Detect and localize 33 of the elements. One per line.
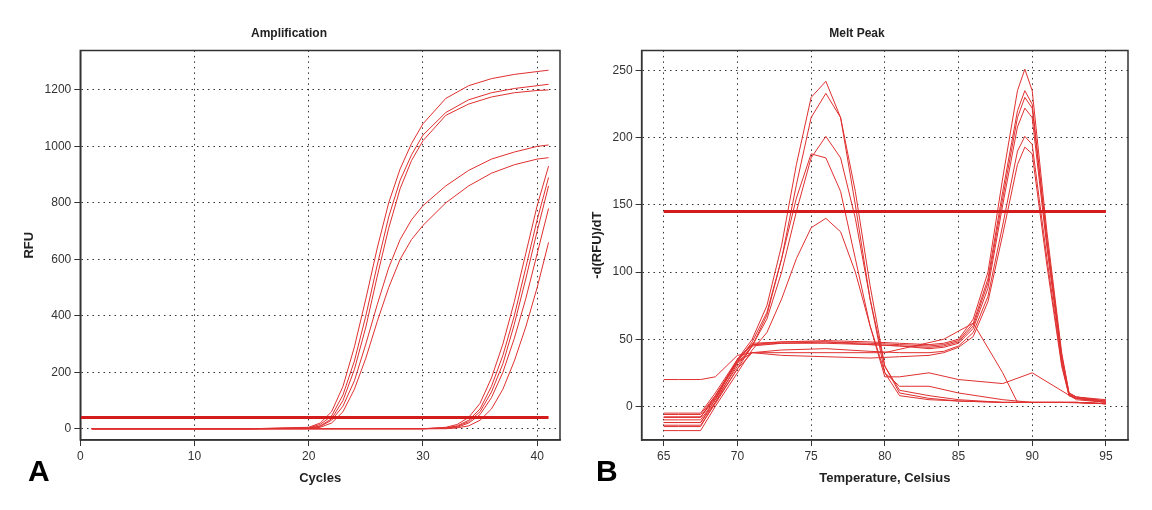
x-tick-label: 0: [76, 448, 84, 463]
x-tick-label: 90: [1025, 448, 1040, 463]
y-tick-label: 150: [612, 197, 633, 212]
x-tick-label: 10: [187, 448, 202, 463]
x-tick-label: 30: [416, 448, 430, 463]
chart-title: Amplification: [250, 25, 328, 40]
x-tick-label: 70: [730, 448, 745, 463]
x-tick-label: 20: [302, 448, 316, 463]
y-tick-label: 1200: [44, 82, 72, 97]
y-tick-label: 0: [625, 398, 633, 413]
y-tick-label: 600: [51, 251, 72, 266]
x-tick-label: 75: [804, 448, 819, 463]
y-tick-label: 400: [51, 308, 72, 323]
y-tick-label: 800: [51, 195, 72, 210]
x-tick-label: 85: [951, 448, 966, 463]
text: A: [28, 454, 50, 488]
text: B: [596, 454, 618, 488]
y-tick-label: 0: [64, 421, 72, 436]
chart-title: Melt Peak: [829, 25, 886, 40]
x-tick-label: 80: [878, 448, 892, 463]
y-tick-label: 200: [612, 130, 633, 145]
y-tick-label: 50: [619, 331, 633, 346]
y-axis-title: RFU: [21, 231, 37, 259]
x-axis-title: Cycles: [299, 469, 342, 485]
x-tick-label: 95: [1099, 448, 1113, 463]
y-tick-label: 250: [612, 62, 633, 77]
y-tick-label: 1000: [44, 138, 72, 153]
y-tick-label: 100: [612, 264, 633, 279]
y-tick-label: 200: [51, 364, 72, 379]
y-axis-title: -d(RFU)/dT: [589, 211, 605, 279]
x-tick-label: 65: [657, 448, 671, 463]
x-axis-title: Temperature, Celsius: [819, 469, 951, 485]
x-tick-label: 40: [530, 448, 545, 463]
